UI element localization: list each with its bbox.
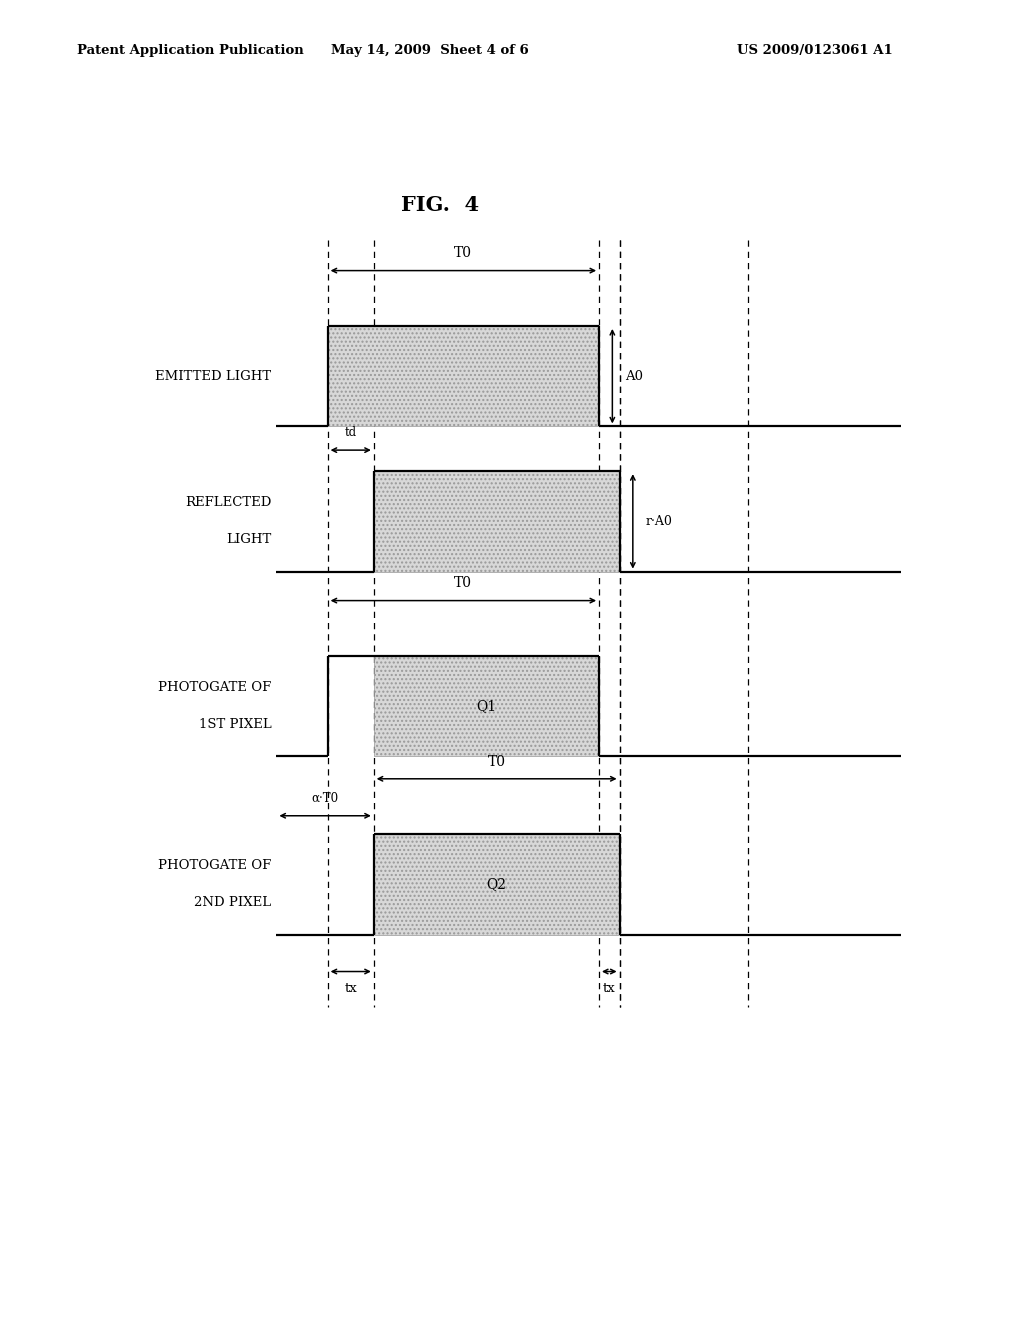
Text: US 2009/0123061 A1: US 2009/0123061 A1 <box>737 44 893 57</box>
Text: T0: T0 <box>455 577 472 590</box>
Text: FIG.  4: FIG. 4 <box>401 194 479 215</box>
Text: r·A0: r·A0 <box>645 515 672 528</box>
Text: T0: T0 <box>487 755 506 768</box>
Text: A0: A0 <box>625 370 643 383</box>
Text: Patent Application Publication: Patent Application Publication <box>77 44 303 57</box>
Text: T0: T0 <box>455 247 472 260</box>
Text: EMITTED LIGHT: EMITTED LIGHT <box>156 370 271 383</box>
Bar <box>374 834 620 935</box>
Text: tx: tx <box>603 982 615 995</box>
Bar <box>374 656 599 756</box>
Text: PHOTOGATE OF: PHOTOGATE OF <box>158 681 271 694</box>
Text: REFLECTED: REFLECTED <box>185 496 271 510</box>
Text: td: td <box>345 426 356 440</box>
Bar <box>328 326 599 426</box>
Text: Q1: Q1 <box>476 700 497 713</box>
Text: tx: tx <box>344 982 357 995</box>
Text: Q2: Q2 <box>486 878 507 891</box>
Bar <box>374 471 620 572</box>
Text: 2ND PIXEL: 2ND PIXEL <box>195 896 271 909</box>
Text: PHOTOGATE OF: PHOTOGATE OF <box>158 859 271 873</box>
Text: α·T0: α·T0 <box>311 792 339 805</box>
Text: LIGHT: LIGHT <box>226 533 271 546</box>
Text: May 14, 2009  Sheet 4 of 6: May 14, 2009 Sheet 4 of 6 <box>331 44 529 57</box>
Text: 1ST PIXEL: 1ST PIXEL <box>199 718 271 731</box>
